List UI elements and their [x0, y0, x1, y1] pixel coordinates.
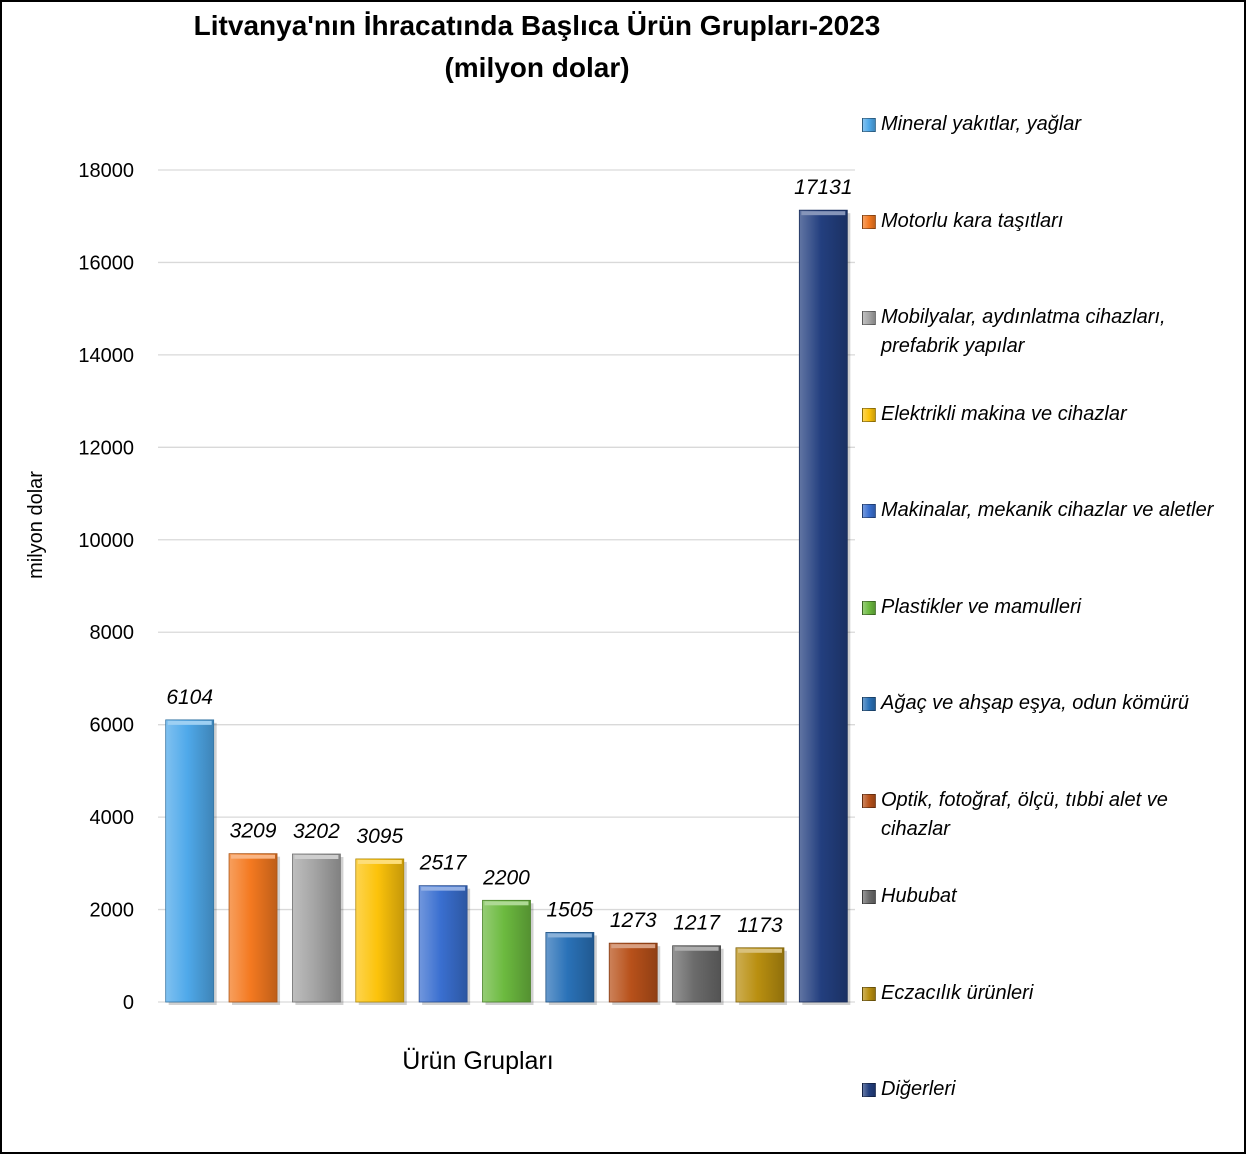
bar [292, 853, 341, 1003]
bar-top-highlight [737, 948, 782, 953]
bar [735, 947, 785, 1003]
y-axis-label: milyon dolar [25, 471, 47, 579]
bar-top-highlight [484, 901, 529, 906]
bar [165, 719, 215, 1003]
legend-item: Eczacılık ürünleri [862, 979, 1232, 1008]
data-label: 1173 [737, 914, 782, 937]
bar-top-highlight [357, 859, 402, 864]
data-label: 3209 [230, 820, 277, 843]
bar [545, 932, 595, 1003]
bar-top-highlight [674, 946, 719, 951]
legend-label: Optik, fotoğraf, ölçü, tıbbi alet ve cih… [881, 788, 1168, 840]
bar [228, 853, 278, 1003]
y-tick-label: 4000 [90, 807, 135, 829]
legend-swatch [862, 986, 876, 1001]
legend-swatch [862, 311, 876, 325]
bar-top-highlight [167, 720, 212, 725]
y-tick-label: 2000 [90, 900, 135, 922]
data-label: 1505 [547, 898, 594, 921]
y-tick-label: 14000 [78, 345, 134, 367]
bar [355, 858, 405, 1003]
chart-title: Litvanya'nın İhracatında Başlıca Ürün Gr… [193, 10, 881, 41]
y-tick-label: 12000 [78, 437, 134, 459]
legend-swatch [862, 793, 876, 808]
bar-top-highlight [231, 854, 276, 859]
bar-top-highlight [294, 854, 339, 859]
legend-item: Elektrikli makina ve cihazlar [862, 400, 1232, 429]
y-tick-label: 6000 [90, 715, 135, 737]
legend-label: Eczacılık ürünleri [881, 981, 1034, 1004]
legend-swatch [862, 600, 876, 615]
legend-label: Mineral yakıtlar, yağlar [881, 113, 1082, 135]
legend-swatch [862, 407, 876, 422]
y-tick-label: 8000 [90, 622, 135, 644]
legend-label: Plastikler ve mamulleri [881, 595, 1082, 618]
legend-item: Motorlu kara taşıtları [862, 207, 1232, 236]
legend-item: Makinalar, mekanik cihazlar ve aletler [862, 496, 1232, 525]
data-label: 2517 [419, 852, 468, 875]
bar-top-highlight [611, 944, 656, 949]
y-tick-label: 10000 [78, 530, 134, 552]
data-label: 3202 [293, 820, 340, 843]
data-label: 1273 [610, 909, 657, 932]
legend-label: Makinalar, mekanik cihazlar ve aletler [881, 499, 1214, 521]
legend-label: Mobilyalar, aydınlatma cihazları, prefab… [881, 306, 1166, 357]
legend-item: Mineral yakıtlar, yağlar [862, 110, 1232, 139]
bar [482, 899, 531, 1003]
data-label: 6104 [166, 686, 213, 709]
legend-item: Ağaç ve ahşap eşya, odun kömürü [862, 689, 1232, 718]
data-label: 17131 [794, 176, 852, 199]
data-label: 2200 [482, 866, 530, 889]
legend-item: Hububat [862, 882, 1232, 911]
data-label: 3095 [356, 825, 403, 848]
bar-top-highlight [801, 211, 846, 216]
legend-swatch [862, 697, 876, 711]
legend-label: Motorlu kara taşıtları [881, 209, 1064, 232]
legend-swatch [862, 214, 876, 229]
legend-label: Elektrikli makina ve cihazlar [881, 402, 1127, 425]
bar-top-highlight [421, 886, 466, 891]
bar [608, 942, 658, 1003]
bar [418, 885, 468, 1003]
legend-swatch [862, 504, 876, 518]
legend-item: Mobilyalar, aydınlatma cihazları, prefab… [862, 303, 1232, 361]
y-tick-label: 16000 [78, 252, 134, 274]
legend-label: Diğerleri [881, 1078, 956, 1100]
y-tick-label: 0 [123, 992, 134, 1014]
bar [798, 209, 848, 1003]
legend-item: Diğerleri [862, 1075, 1232, 1104]
legend-item: Plastikler ve mamulleri [862, 593, 1232, 622]
y-tick-label: 18000 [78, 160, 134, 182]
data-label: 1217 [673, 912, 721, 935]
chart-subtitle: (milyon dolar) [444, 52, 630, 83]
legend-swatch [862, 118, 876, 132]
legend-item: Optik, fotoğraf, ölçü, tıbbi alet ve cih… [862, 786, 1232, 844]
legend-label: Ağaç ve ahşap eşya, odun kömürü [881, 692, 1189, 714]
legend-swatch [862, 1083, 876, 1097]
legend-label: Hububat [881, 885, 957, 907]
x-axis-label: Ürün Grupları [402, 1047, 553, 1075]
bar-top-highlight [547, 933, 592, 938]
bar [672, 945, 721, 1003]
legend-swatch [862, 890, 876, 904]
